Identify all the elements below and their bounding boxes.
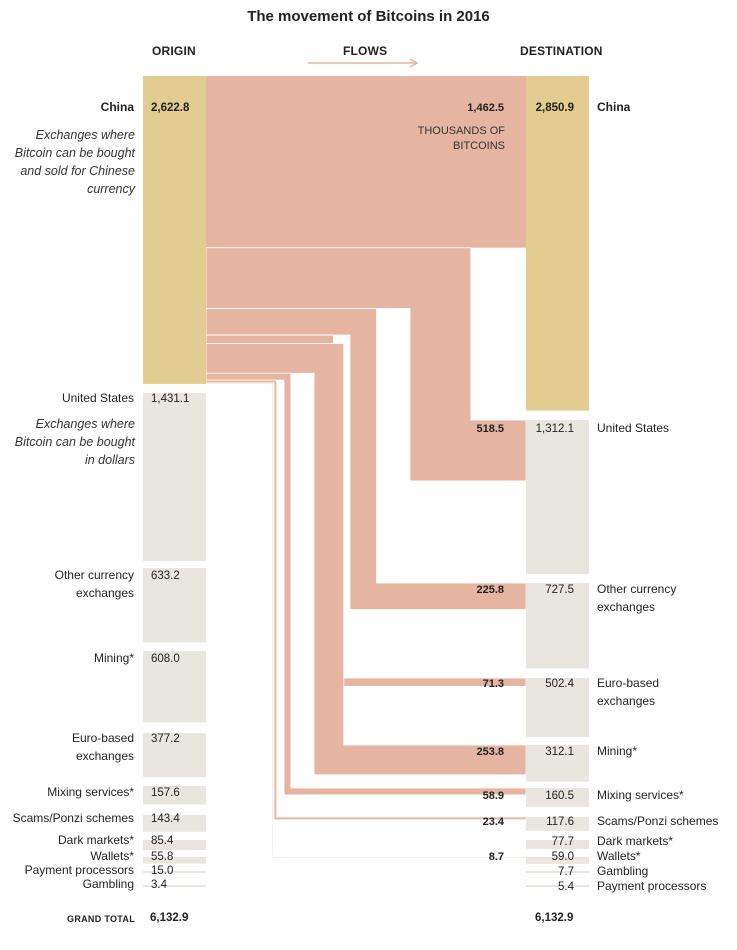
origin-value-mixing-services: 157.6: [151, 787, 180, 799]
flow-value-scams-ponzi-schemes: 23.4: [483, 816, 505, 828]
destination-bar-mixing-services: [526, 788, 589, 807]
origin-label-payment-processors: Payment processors: [25, 863, 134, 877]
origin-label-mixing-services: Mixing services*: [47, 785, 134, 799]
origin-bar-scams-ponzi-schemes: [143, 815, 206, 832]
origin-label-united-states: United States: [62, 391, 134, 405]
flow-china-to-china: [206, 76, 526, 248]
destination-label-scams-ponzi-schemes: Scams/Ponzi schemes: [597, 814, 718, 828]
destination-label-dark-markets: Dark markets*: [597, 834, 673, 848]
destination-value-china: 2,850.9: [536, 102, 574, 114]
flow-value-mining: 253.8: [476, 746, 504, 758]
origin-bar-dark-markets: [143, 840, 206, 851]
destination-bar-other-currency-exchanges: [526, 583, 589, 669]
destination-label-euro-based-exchanges: Euro-based exchanges: [597, 676, 659, 708]
origin-value-mining: 608.0: [151, 653, 180, 665]
destination-label-mixing-services: Mixing services*: [597, 788, 684, 802]
origin-value-china: 2,622.8: [151, 102, 190, 114]
origin-value-other-currency-exchanges: 633.2: [151, 570, 180, 582]
destination-bar-dark-markets: [526, 840, 589, 850]
origin-value-scams-ponzi-schemes: 143.4: [151, 813, 180, 825]
destination-bar-mining: [526, 745, 589, 782]
unit-note: THOUSANDS OF BITCOINS: [417, 125, 505, 152]
origin-bar-other-currency-exchanges: [143, 568, 206, 643]
destination-value-euro-based-exchanges: 502.4: [545, 678, 574, 690]
origin-label-scams-ponzi-schemes: Scams/Ponzi schemes: [13, 811, 134, 825]
destination-bar-euro-based-exchanges: [526, 678, 589, 737]
destination-bar-wallets: [526, 857, 589, 864]
destination-value-dark-markets: 77.7: [552, 836, 574, 848]
flow-value-euro-based-exchanges: 71.3: [483, 678, 504, 690]
destination-value-payment-processors: 5.4: [558, 881, 575, 893]
origin-value-payment-processors: 15.0: [151, 865, 173, 877]
destination-label-mining: Mining*: [597, 744, 637, 758]
origin-label-china: China: [101, 100, 135, 114]
destination-bar-china: [526, 76, 589, 411]
flow-value-wallets: 8.7: [489, 851, 504, 863]
origin-label-wallets: Wallets*: [90, 849, 134, 863]
origin-label-dark-markets: Dark markets*: [58, 833, 134, 847]
destination-value-mining: 312.1: [545, 746, 574, 758]
destination-bar-scams-ponzi-schemes: [526, 817, 589, 831]
flow-value-united-states: 518.5: [476, 423, 504, 435]
destination-bar-united-states: [526, 420, 589, 575]
chart-title: The movement of Bitcoins in 2016: [247, 8, 490, 25]
origin-value-united-states: 1,431.1: [151, 393, 189, 405]
destination-value-wallets: 59.0: [552, 851, 574, 863]
origin-value-wallets: 55.8: [151, 851, 173, 863]
destination-bar-gambling: [526, 871, 589, 873]
destination-header: DESTINATION: [520, 44, 603, 58]
destination-value-other-currency-exchanges: 727.5: [545, 584, 574, 596]
origin-bar-china: [143, 76, 206, 384]
destination-label-wallets: Wallets*: [597, 849, 641, 863]
destination-label-other-currency-exchanges: Other currency exchanges: [597, 582, 676, 614]
flow-value-other-currency-exchanges: 225.8: [476, 584, 504, 596]
china-note: Exchanges where Bitcoin can be bought an…: [14, 128, 135, 196]
destination-value-united-states: 1,312.1: [536, 423, 574, 435]
origin-label-other-currency-exchanges: Other currency exchanges: [55, 568, 134, 600]
destination-label-gambling: Gambling: [597, 864, 648, 878]
origin-value-dark-markets: 85.4: [151, 835, 174, 847]
origin-value-euro-based-exchanges: 377.2: [151, 733, 180, 745]
destination-value-scams-ponzi-schemes: 117.6: [546, 816, 574, 828]
origin-bar-mixing-services: [143, 786, 206, 805]
origin-bar-euro-based-exchanges: [143, 733, 206, 778]
origin-bar-united-states: [143, 393, 206, 562]
flow-value-mixing-services: 58.9: [483, 790, 504, 802]
origin-header: ORIGIN: [152, 44, 196, 58]
destination-value-gambling: 7.7: [558, 866, 574, 878]
origin-label-gambling: Gambling: [83, 877, 134, 891]
origin-value-gambling: 3.4: [151, 879, 168, 891]
grand-total-label: GRAND TOTAL: [67, 914, 135, 924]
grand-total-destination: 6,132.9: [535, 912, 574, 924]
origin-bar-mining: [143, 651, 206, 723]
destination-value-mixing-services: 160.5: [545, 790, 574, 802]
flows-header: FLOWS: [343, 44, 388, 58]
destination-label-china: China: [597, 100, 631, 114]
flow-value-china: 1,462.5: [467, 102, 504, 114]
grand-total-origin: 6,132.9: [150, 912, 189, 924]
origin-bar-payment-processors: [143, 871, 206, 873]
destination-bar-payment-processors: [526, 885, 589, 887]
flow-arrow-icon: [308, 58, 419, 68]
origin-bar-wallets: [143, 857, 206, 864]
origin-label-mining: Mining*: [94, 651, 134, 665]
destination-label-united-states: United States: [597, 421, 669, 435]
us-note: Exchanges where Bitcoin can be bought in…: [14, 417, 135, 467]
origin-label-euro-based-exchanges: Euro-based exchanges: [72, 731, 134, 763]
destination-label-payment-processors: Payment processors: [597, 879, 706, 893]
origin-bar-gambling: [143, 885, 206, 887]
